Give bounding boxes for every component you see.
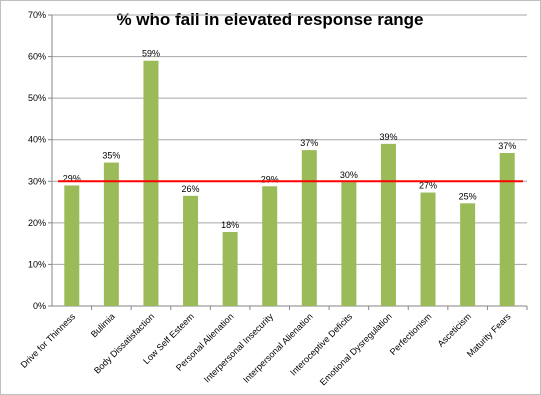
y-tick-label: 50% (28, 93, 46, 103)
bar (183, 195, 199, 306)
data-label: 37% (498, 141, 516, 151)
y-tick-label: 0% (33, 301, 46, 311)
bar (380, 143, 396, 306)
bar (499, 153, 515, 306)
bar (341, 182, 357, 306)
x-tick-label: Perfectionism (388, 311, 434, 357)
bar (64, 185, 80, 306)
bar (143, 60, 159, 306)
y-tick-label: 20% (28, 218, 46, 228)
bar (301, 150, 317, 306)
y-tick-label: 60% (28, 52, 46, 62)
x-tick-label: Drive for Thinness (19, 311, 78, 370)
bar (420, 192, 436, 306)
data-label: 37% (300, 138, 318, 148)
bar (460, 203, 476, 306)
data-label: 26% (182, 184, 200, 194)
data-label: 25% (459, 191, 477, 201)
x-tick-label: Interpersonal Insecurity (202, 311, 276, 385)
data-label: 18% (221, 220, 239, 230)
data-label: 39% (379, 132, 397, 142)
data-label: 30% (340, 170, 358, 180)
data-label: 27% (419, 181, 437, 191)
data-label: 35% (102, 151, 120, 161)
data-label: 29% (261, 174, 279, 184)
x-tick-label: Asceticism (436, 311, 473, 348)
data-label: 29% (63, 173, 81, 183)
x-tick-label: Bulimia (89, 311, 117, 339)
y-tick-label: 10% (28, 259, 46, 269)
bar (262, 186, 278, 306)
x-tick-label: Emotional Dysregulation (318, 311, 394, 387)
bar (103, 162, 119, 306)
y-tick-label: 70% (28, 10, 46, 20)
y-tick-label: 30% (28, 176, 46, 186)
x-tick-label: Interpersonal Alienation (241, 311, 315, 385)
data-label: 59% (142, 49, 160, 59)
bar (222, 232, 238, 306)
y-tick-label: 40% (28, 135, 46, 145)
